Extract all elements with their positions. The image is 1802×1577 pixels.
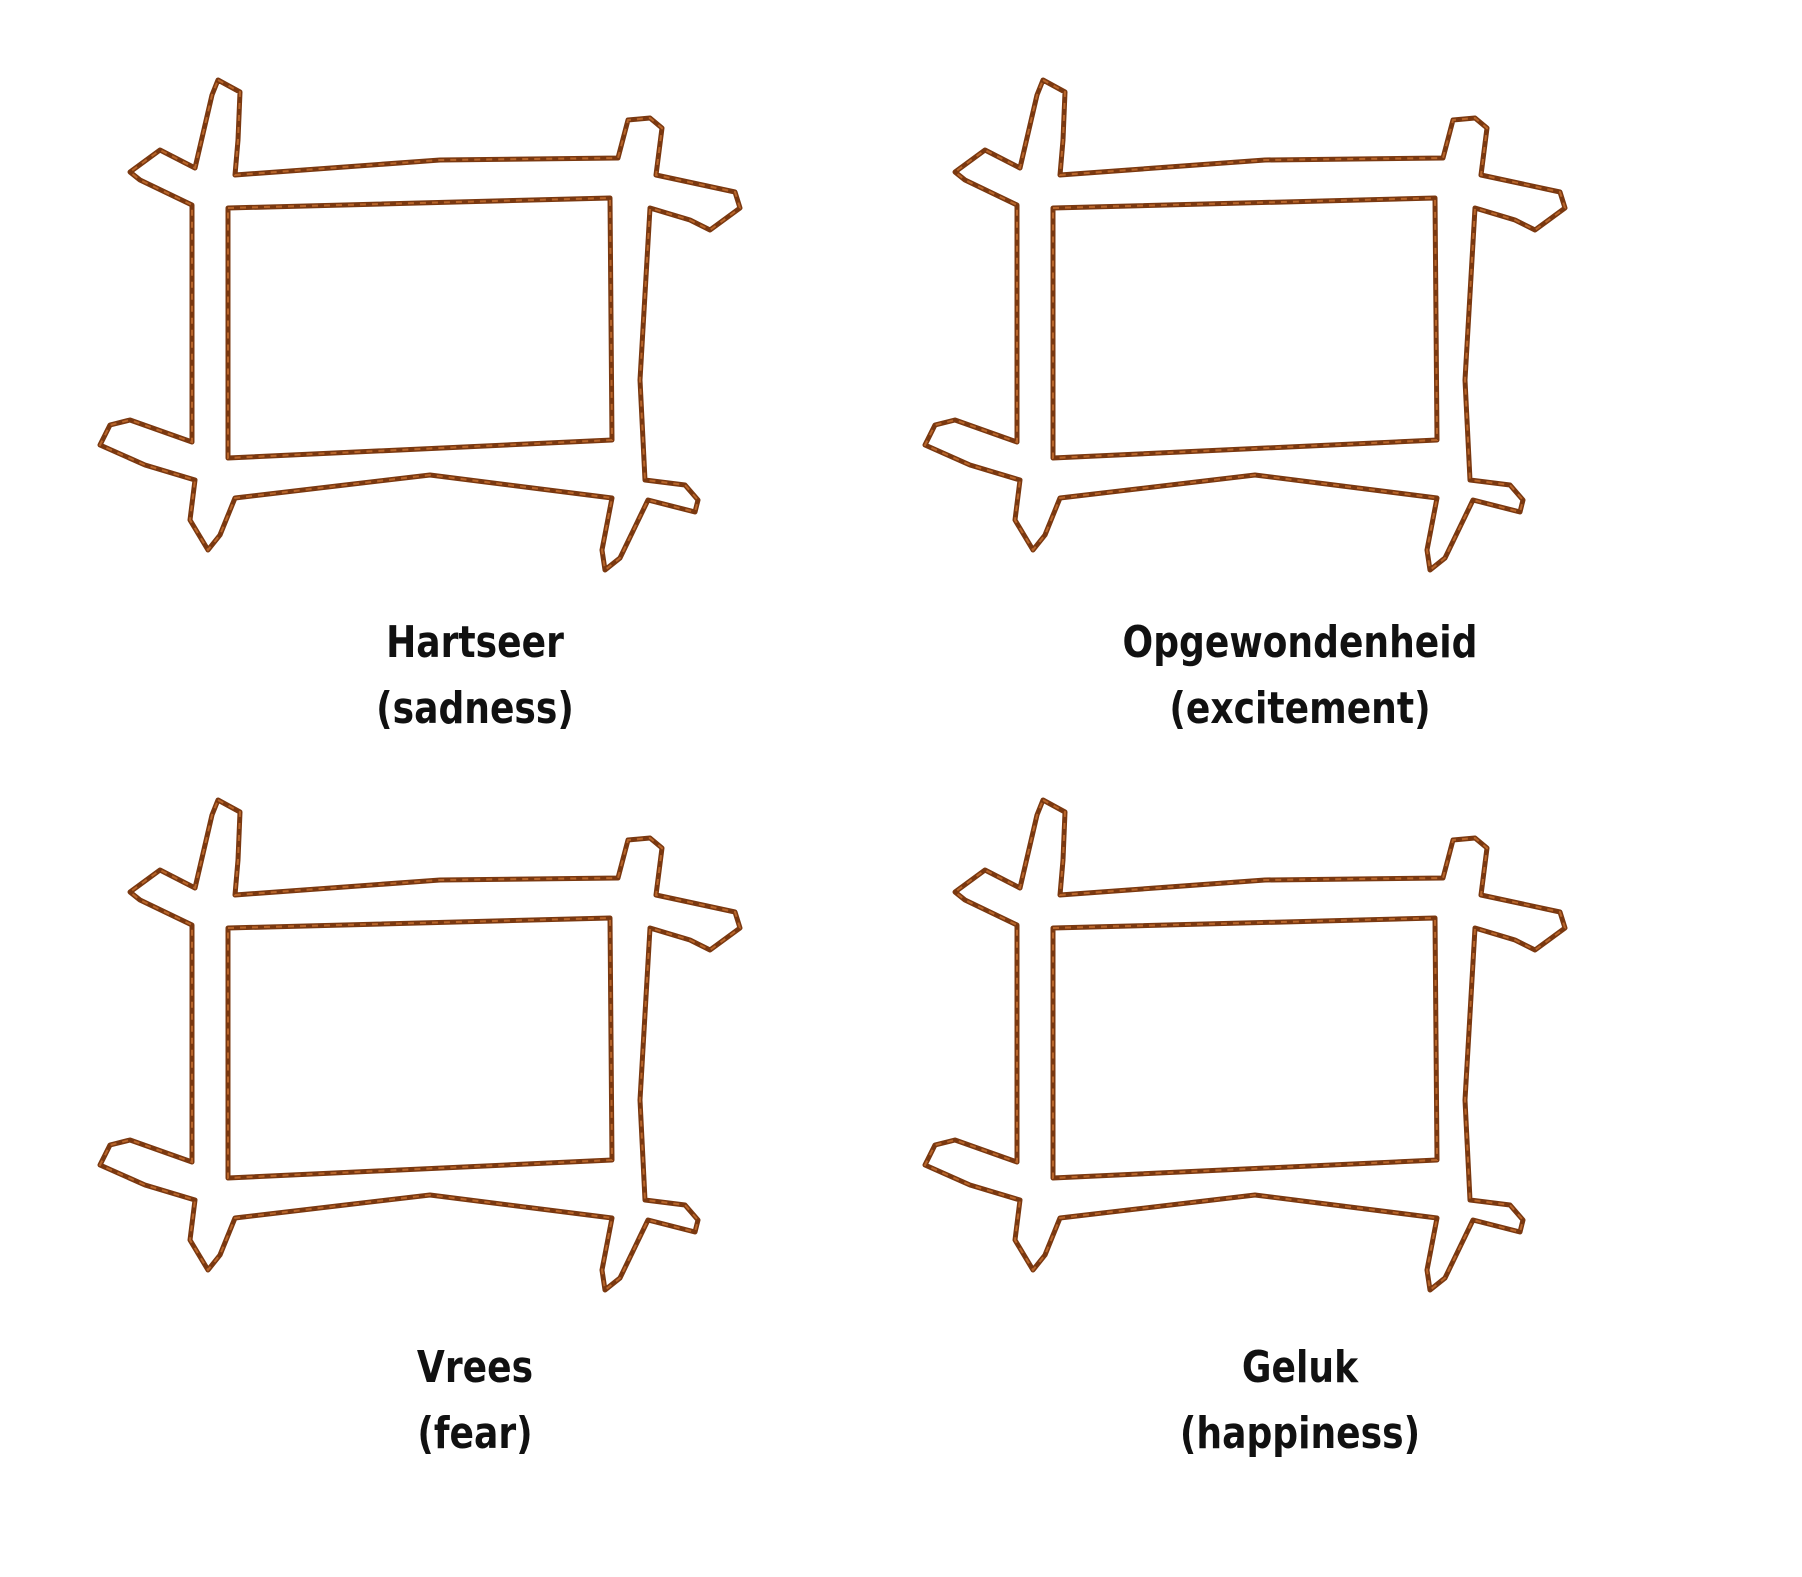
frame-caption: Geluk (happiness)	[988, 1335, 1611, 1467]
rope-frame	[922, 797, 1568, 1293]
frame-inner-outline	[225, 915, 615, 1181]
caption-translation: (fear)	[417, 1408, 533, 1459]
rope-frame	[922, 77, 1568, 573]
frame-caption: Hartseer (sadness)	[163, 610, 786, 742]
frame-rope-twist	[923, 798, 1567, 1292]
frame-inner-rope-twist	[227, 196, 614, 460]
frame-inner-rope-twist	[1052, 916, 1439, 1180]
rope-frame	[97, 797, 743, 1293]
frame-caption: Opgewondenheid (excitement)	[988, 610, 1611, 742]
frame-rope-twist	[98, 798, 742, 1292]
caption-label: Hartseer	[386, 617, 564, 668]
caption-label: Vrees	[416, 1342, 534, 1393]
frame-caption: Vrees (fear)	[163, 1335, 786, 1467]
caption-translation: (excitement)	[1169, 683, 1431, 734]
caption-label: Opgewondenheid	[1122, 617, 1478, 668]
frame-card-happiness: Geluk (happiness)	[920, 797, 1680, 1460]
frame-inner-rope-twist	[1052, 196, 1439, 460]
frame-inner-outline	[225, 195, 615, 461]
frame-card-excitement: Opgewondenheid (excitement)	[920, 77, 1680, 742]
rope-frame	[97, 77, 743, 573]
frame-inner-rope-twist	[227, 916, 614, 1180]
frame-inner-outline	[1050, 915, 1440, 1181]
frame-inner-outline	[1050, 195, 1440, 461]
caption-translation: (sadness)	[376, 683, 574, 734]
frame-rope-twist	[98, 78, 742, 572]
frame-card-fear: Vrees (fear)	[95, 797, 855, 1460]
caption-translation: (happiness)	[1179, 1408, 1421, 1459]
frame-rope-twist	[923, 78, 1567, 572]
caption-label: Geluk	[1241, 1342, 1359, 1393]
frame-card-sadness: Hartseer (sadness)	[95, 77, 855, 742]
